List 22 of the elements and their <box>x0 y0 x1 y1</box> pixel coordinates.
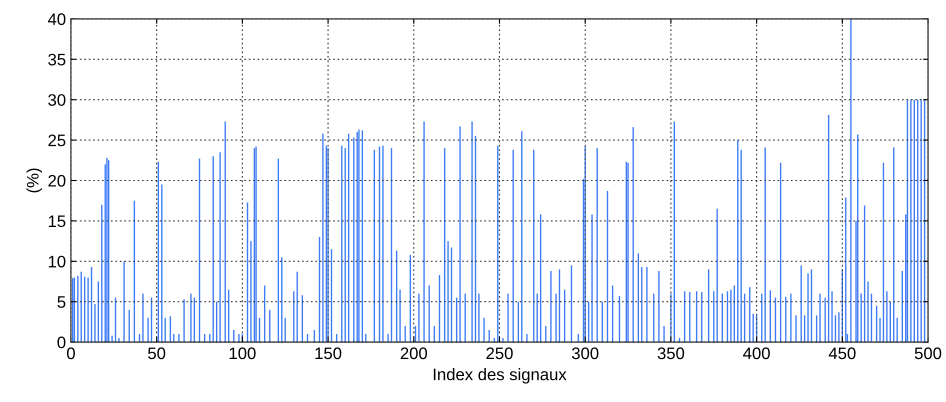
x-tick-label: 0 <box>66 347 75 360</box>
x-tick-label: 400 <box>743 347 770 360</box>
x-tick-label: 150 <box>315 347 342 360</box>
x-tick-label: 200 <box>400 347 428 360</box>
x-tick-label: 350 <box>658 347 684 360</box>
x-tick-label: 250 <box>486 347 513 360</box>
y-tick-label: 0 <box>57 336 66 348</box>
x-tick-label: 500 <box>914 347 942 360</box>
x-tick-label: 300 <box>572 347 598 360</box>
y-tick-label: 25 <box>48 134 66 146</box>
y-tick-label: 35 <box>48 54 66 66</box>
x-axis-title: Index des signaux <box>434 368 566 384</box>
y-tick-label: 10 <box>48 256 66 268</box>
y-tick-label: 20 <box>48 174 66 187</box>
x-tick-label: 50 <box>148 347 166 360</box>
x-tick-label: 450 <box>828 347 856 360</box>
y-tick-label: 40 <box>48 13 66 26</box>
y-tick-label: 15 <box>48 215 66 228</box>
x-tick-label: 100 <box>230 347 256 360</box>
y-axis-title: (%) <box>26 168 42 192</box>
y-tick-label: 30 <box>48 94 66 106</box>
y-tick-label: 5 <box>57 296 66 308</box>
